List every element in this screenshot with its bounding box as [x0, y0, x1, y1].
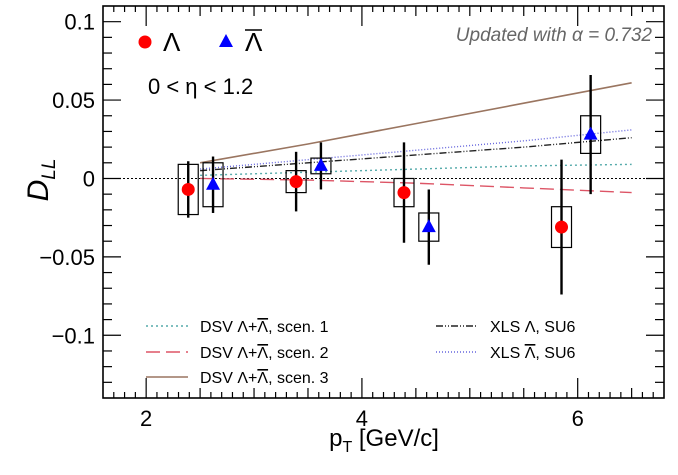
curve-legend-part: , scen. 1 — [268, 319, 329, 336]
lambda-point — [289, 175, 303, 189]
x-tick-label: 2 — [140, 406, 152, 431]
curve-legend-label-4: XLS Λ, SU6 — [490, 319, 575, 336]
antilambda-point — [583, 126, 598, 140]
x-axis-title: pT [GeV/c] — [329, 425, 439, 456]
curve-legend-label-3: DSV Λ+Λ, scen. 3 — [200, 370, 329, 387]
x-axis-title-sub: T — [342, 439, 352, 456]
curve-legend-label-2: DSV Λ+Λ, scen. 2 — [200, 345, 329, 362]
data-points — [177, 74, 602, 295]
x-tick-label: 6 — [572, 406, 584, 431]
y-tick-label: 0.05 — [52, 88, 95, 113]
curve-legend-part: XLS — [490, 319, 525, 336]
curve-legend-part: Λ — [237, 370, 248, 387]
y-tick-label: 0.1 — [64, 10, 95, 35]
lambda-point — [555, 220, 569, 234]
eta-range-label: 0 < η < 1.2 — [148, 74, 253, 99]
curve-legend-part: + — [248, 370, 257, 387]
x-axis-title-main: p — [329, 425, 342, 452]
curve-legend-part: DSV — [200, 319, 237, 336]
y-tick-label: −0.05 — [39, 245, 95, 270]
curve-legend-part: Λ — [525, 345, 536, 362]
y-tick-label: 0 — [83, 166, 95, 191]
antilambda-point — [206, 176, 221, 190]
y-tick-label: −0.1 — [52, 323, 95, 348]
y-axis-title: DLL — [22, 159, 60, 202]
legend-antilambda-marker — [219, 34, 233, 47]
theory-curve-1 — [200, 163, 632, 177]
curve-legend-part: + — [248, 345, 257, 362]
antilambda-point — [421, 219, 436, 233]
curve-legend-label-1: DSV Λ+Λ, scen. 1 — [200, 319, 329, 336]
theory-curve-3 — [199, 82, 632, 164]
curve-legend-part: Λ — [237, 345, 248, 362]
y-axis-title-sub: LL — [39, 159, 60, 180]
curve-legend-part: , SU6 — [535, 345, 575, 362]
labels: Updated with α = 0.732 0 < η < 1.2 pT [GeV… — [22, 25, 652, 456]
theory-curve-5 — [200, 129, 632, 170]
theory-curves — [199, 82, 632, 194]
curve-legend-part: Λ — [257, 345, 268, 362]
curve-legend-part: , scen. 3 — [268, 370, 329, 387]
x-axis-title-rest: [GeV/c] — [352, 425, 439, 452]
curve-legend-part: Λ — [257, 319, 268, 336]
curve-legend-part: , SU6 — [535, 319, 575, 336]
lambda-point — [397, 186, 411, 200]
curve-legend-part: DSV — [200, 370, 237, 387]
curve-legend-part: + — [248, 319, 257, 336]
y-axis-title-main: D — [22, 180, 55, 202]
annotation-alpha: Updated with α = 0.732 — [456, 25, 653, 46]
curve-legend-part: Λ — [257, 370, 268, 387]
axes: −0.1 −0.05 0 0.05 0.1 2 4 6 — [39, 5, 665, 431]
legend-antilambda-label: Λ — [245, 27, 263, 57]
curve-legend-label-5: XLS Λ, SU6 — [490, 345, 575, 362]
curve-legend-part: XLS — [490, 345, 525, 362]
curve-legend-part: DSV — [200, 345, 237, 362]
lambda-point — [181, 182, 195, 196]
antilambda-point — [313, 157, 328, 171]
theory-curve-2 — [200, 177, 632, 194]
legend-lambda-label: Λ — [163, 27, 181, 57]
x-tick-label: 4 — [356, 406, 368, 431]
curve-legend-part: Λ — [237, 319, 248, 336]
curve-legend-part: , scen. 2 — [268, 345, 329, 362]
curve-legend-part: Λ — [525, 319, 536, 336]
legend-lambda-marker — [138, 35, 152, 49]
theory-curve-4 — [200, 137, 632, 172]
